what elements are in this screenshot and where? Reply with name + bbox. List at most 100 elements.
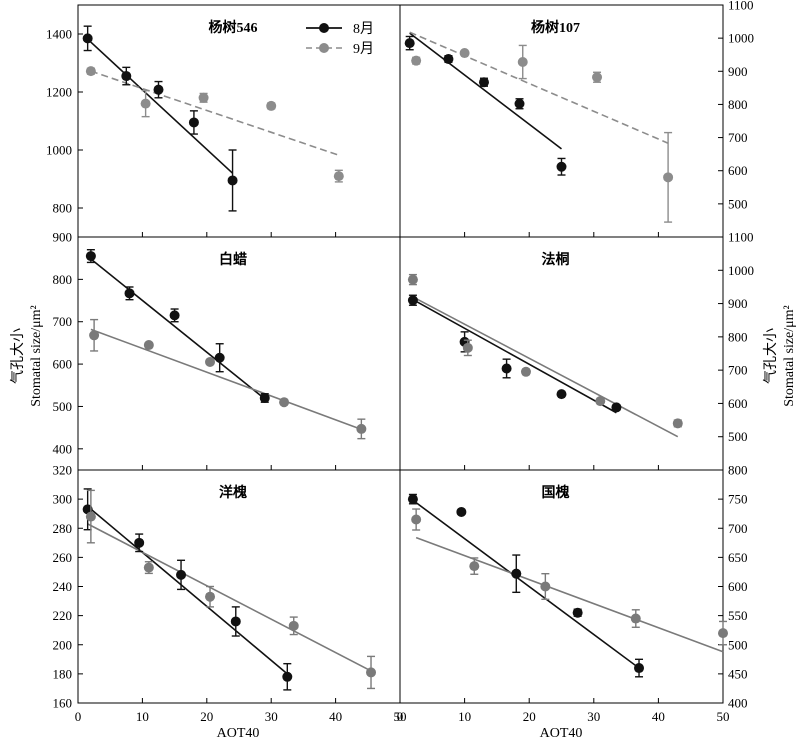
y-tick-label: 800 [53, 272, 73, 287]
y-tick-label: 220 [53, 608, 73, 623]
data-point [230, 616, 241, 627]
y-tick-label: 900 [53, 230, 73, 245]
fit-line-8月 [412, 298, 617, 414]
x-tick-label: 30 [587, 709, 600, 724]
y-tick-label: 450 [728, 666, 748, 681]
fit-line-9月 [412, 296, 679, 438]
y-tick-label: 200 [53, 637, 73, 652]
y-tick-label: 800 [728, 463, 748, 478]
fit-line-8月 [409, 32, 562, 150]
y-tick-label: 900 [728, 296, 748, 311]
x-tick-label: 10 [136, 709, 149, 724]
panel-3: 500 600 700 800 900 1000 1100 法桐 [399, 230, 754, 471]
y-tick-label: 800 [53, 201, 73, 216]
data-point [501, 363, 512, 374]
data-point [663, 172, 674, 183]
y-tick-label: 700 [728, 363, 748, 378]
data-point [511, 568, 522, 579]
y-tick-label: 650 [728, 550, 748, 565]
y-tick-label: 160 [53, 696, 73, 711]
x-tick-label: 0 [75, 709, 82, 724]
fit-line-8月 [90, 258, 266, 400]
y-tick-label: 900 [728, 64, 748, 79]
data-point [517, 57, 528, 68]
data-point [411, 514, 422, 525]
data-point [478, 77, 489, 88]
data-point [227, 175, 238, 186]
legend: 8月 9月 [306, 21, 374, 57]
data-point [630, 613, 641, 624]
y-tick-label: 280 [53, 521, 73, 536]
data-point [85, 251, 96, 262]
panel-title: 国槐 [542, 484, 570, 501]
data-point [366, 667, 377, 678]
fit-line-8月 [87, 38, 234, 174]
y-tick-label: 320 [53, 463, 73, 478]
data-point [333, 171, 344, 182]
y-tick-label: 1200 [46, 85, 72, 100]
data-point [404, 38, 415, 49]
y-tick-label: 1100 [728, 230, 754, 245]
x-axis-label-left: AOT40 [217, 726, 260, 741]
panel-frame [77, 469, 401, 704]
legend-aug-marker [319, 23, 329, 33]
data-point [85, 511, 96, 522]
panel-frame [399, 469, 724, 704]
y-tick-label: 600 [53, 357, 73, 372]
x-tick-label: 40 [329, 709, 342, 724]
legend-aug-label: 8月 [353, 21, 374, 37]
data-point [456, 506, 467, 517]
data-point [279, 397, 290, 408]
data-point [611, 402, 622, 413]
y-tick-label: 700 [728, 521, 748, 536]
data-point [459, 48, 470, 59]
y-tick-label: 300 [53, 492, 73, 507]
fit-line-9月 [415, 536, 724, 653]
y-tick-label: 500 [728, 637, 748, 652]
data-point [572, 607, 583, 618]
y-tick-label: 1400 [46, 27, 72, 42]
y-tick-label: 700 [53, 314, 73, 329]
y-tick-label: 600 [728, 579, 748, 594]
data-point [672, 418, 683, 429]
legend-sep-label: 9月 [353, 41, 374, 57]
y-tick-label: 800 [728, 97, 748, 112]
data-point [718, 628, 728, 639]
y-tick-label: 550 [728, 608, 748, 623]
data-point [469, 561, 480, 572]
data-point [85, 66, 96, 77]
data-point [407, 295, 418, 306]
panel-2: 400 500 600 700 800 900 白蜡 [53, 230, 401, 471]
y-tick-label: 400 [728, 696, 748, 711]
x-tick-label: 40 [652, 709, 665, 724]
panel-title: 法桐 [542, 251, 570, 268]
y-tick-label: 750 [728, 492, 748, 507]
y-tick-label: 500 [728, 196, 748, 211]
data-point [82, 33, 93, 44]
panel-5: 400 450 500 550 600 650 700 750 800 0 10 20 30 40 50 国槐 [397, 463, 748, 725]
data-point [556, 161, 567, 172]
y-tick-label: 240 [53, 579, 73, 594]
y-tick-label: 800 [728, 329, 748, 344]
fit-line-8月 [87, 505, 288, 675]
y-tick-label: 1000 [46, 143, 72, 158]
x-tick-label: 10 [458, 709, 471, 724]
x-tick-label: 50 [717, 709, 730, 724]
y-tick-label: 500 [53, 399, 73, 414]
data-point [514, 98, 525, 109]
y-tick-label: 400 [53, 441, 73, 456]
x-tick-label: 20 [200, 709, 213, 724]
y-tick-label: 1100 [728, 0, 754, 13]
panel-frame [77, 236, 401, 471]
fit-line-9月 [90, 328, 362, 431]
y-tick-label: 1000 [728, 31, 754, 46]
data-point [407, 274, 418, 285]
panel-frame [399, 4, 724, 238]
data-point [140, 98, 151, 109]
panel-title: 杨树107 [531, 19, 580, 36]
data-point [188, 117, 199, 128]
fit-line-9月 [409, 31, 669, 144]
y-tick-label: 180 [53, 666, 73, 681]
data-point [143, 562, 154, 573]
